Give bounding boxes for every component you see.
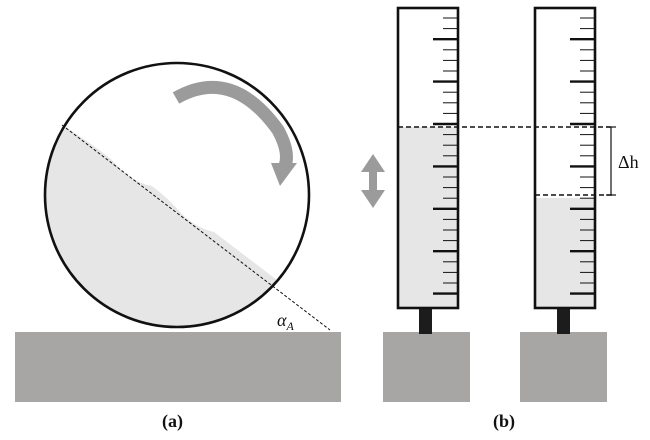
- delta-h-label: Δh: [618, 152, 639, 172]
- graduation-ticks-left: [433, 17, 457, 295]
- base-block-b-left: [383, 332, 470, 402]
- vertical-double-arrow-icon: [361, 154, 385, 208]
- delta-h-bracket: [606, 126, 616, 196]
- caption-a: (a): [162, 411, 183, 431]
- caption-b: (b): [493, 411, 515, 431]
- cylinder-right: [533, 6, 597, 310]
- angle-reference-line: [61, 124, 331, 331]
- drum-powder: [45, 110, 300, 327]
- graduation-ticks-right: [570, 17, 594, 295]
- panel-a: αA: [15, 61, 341, 402]
- drum-outline: [43, 61, 311, 329]
- liquid-left: [399, 127, 457, 308]
- base-block-a: [15, 332, 341, 402]
- liquid-right: [536, 198, 594, 308]
- rotation-arrow-icon: [172, 80, 297, 186]
- cylinder-left: [396, 6, 460, 310]
- stem-left: [419, 308, 432, 334]
- angle-label: αA: [277, 310, 294, 333]
- base-block-b-right: [520, 332, 607, 402]
- panel-b: Δh: [361, 6, 639, 402]
- stem-right: [557, 308, 570, 334]
